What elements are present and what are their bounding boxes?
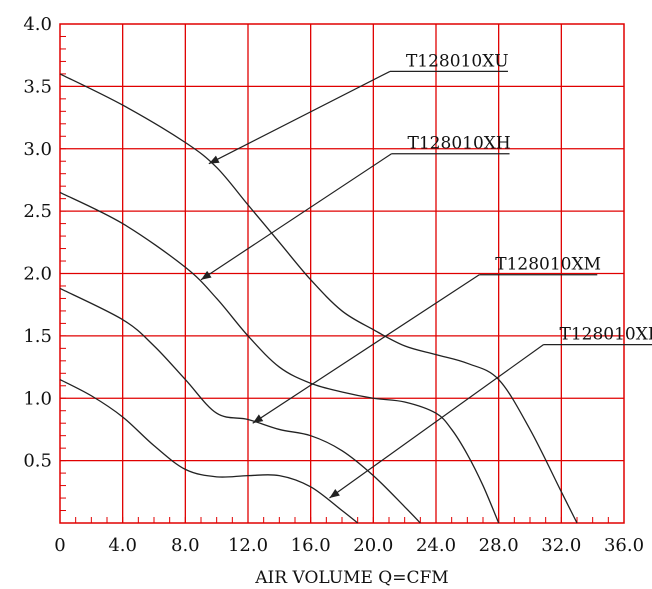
y-tick-label: 3.0 xyxy=(23,139,52,160)
x-tick-label: 8.0 xyxy=(171,535,200,556)
x-tick-label: 32.0 xyxy=(541,535,581,556)
series-lines xyxy=(59,73,578,524)
leader-line xyxy=(252,274,480,424)
y-tick-label: 1.0 xyxy=(23,388,52,409)
arrowhead xyxy=(252,414,264,424)
leader-line xyxy=(208,70,391,165)
series-label: T128010XL xyxy=(560,325,652,345)
x-tick-label: 36.0 xyxy=(604,535,644,556)
x-tick-label: 12.0 xyxy=(228,535,268,556)
series-line xyxy=(59,191,500,524)
minor-ticks xyxy=(59,23,625,524)
series-label: T128010XM xyxy=(495,255,601,275)
leader-line xyxy=(329,344,544,499)
leader-line xyxy=(200,153,392,281)
x-tick-label: 24.0 xyxy=(416,535,456,556)
grid xyxy=(59,23,625,524)
series-label: T128010XH xyxy=(408,134,511,154)
series-label: T128010XU xyxy=(406,51,509,71)
series-line xyxy=(59,73,578,524)
series-line xyxy=(59,378,359,524)
x-tick-label: 4.0 xyxy=(108,535,137,556)
y-tick-label: 1.5 xyxy=(23,326,52,347)
series-annotations: T128010XU T128010XH T128010XM T128010XL xyxy=(200,51,652,499)
x-tick-label: 16.0 xyxy=(291,535,331,556)
arrowhead xyxy=(208,155,220,164)
y-tick-label: 4.0 xyxy=(23,14,52,35)
arrowhead xyxy=(201,270,212,280)
x-tick-label: 28.0 xyxy=(479,535,519,556)
x-tick-label: 20.0 xyxy=(353,535,393,556)
tick-labels: 0 4.0 8.0 12.0 16.0 20.0 24.0 28.0 32.0 36.0 0.5 1.… xyxy=(23,14,644,556)
y-tick-label: 3.5 xyxy=(23,76,52,97)
x-axis-title: AIR VOLUME Q=CFM xyxy=(254,568,448,588)
arrowhead xyxy=(329,488,340,499)
y-tick-label: 2.5 xyxy=(23,201,52,222)
y-tick-label: 2.0 xyxy=(23,264,52,285)
x-tick-label: 0 xyxy=(54,535,65,556)
y-tick-label: 0.5 xyxy=(23,451,52,472)
series-line xyxy=(59,287,421,524)
